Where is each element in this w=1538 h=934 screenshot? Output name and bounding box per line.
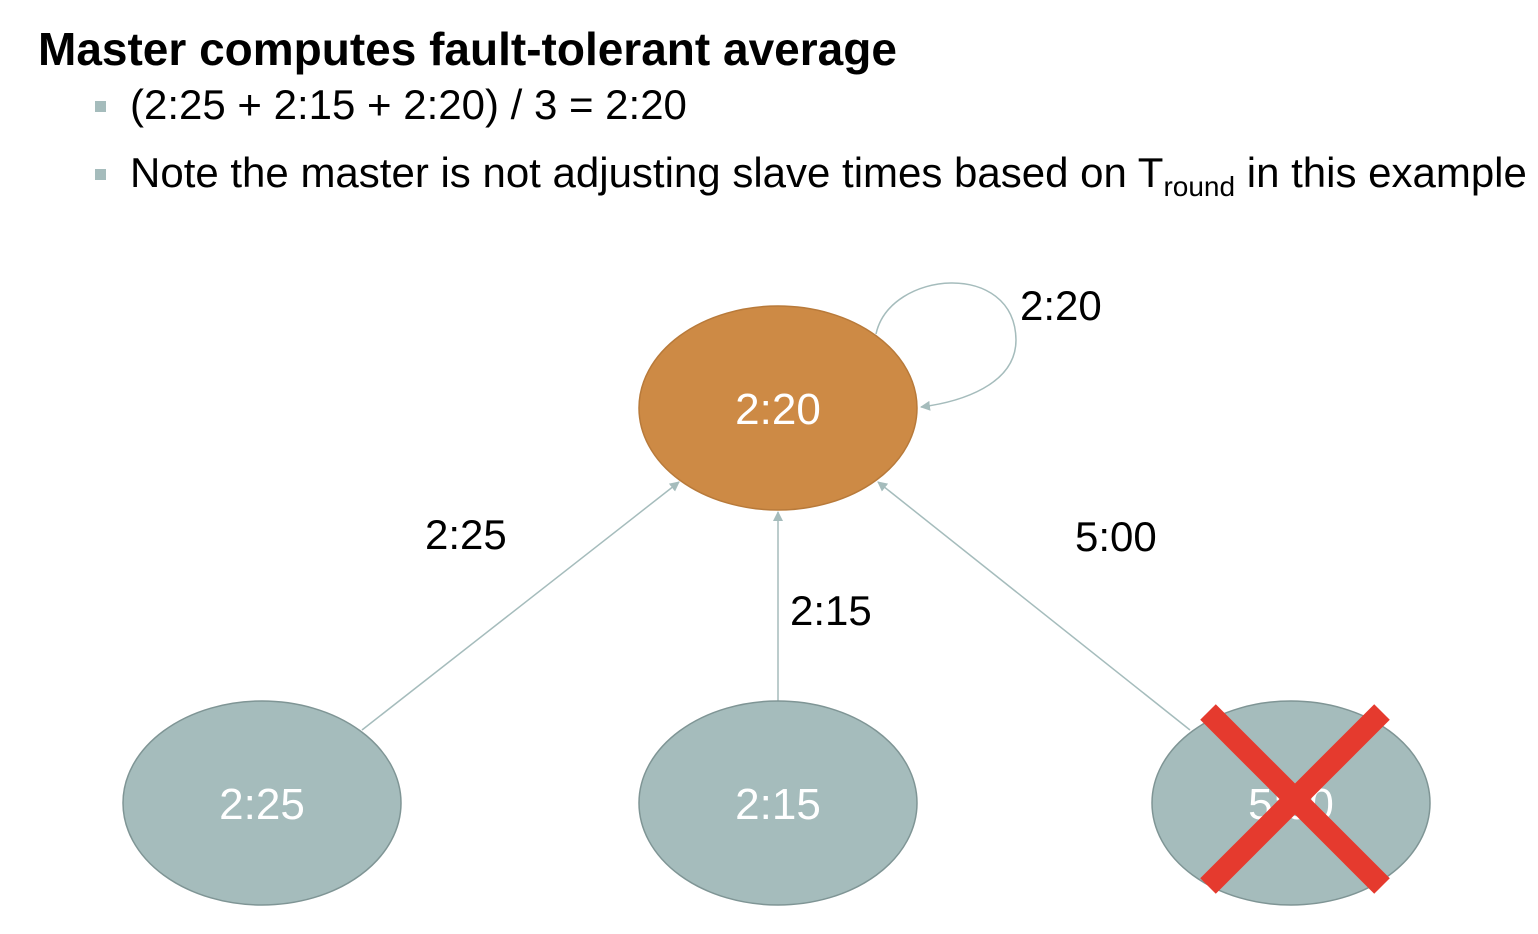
slave-node-middle: 2:15 bbox=[638, 700, 918, 906]
bullet-square-icon bbox=[95, 101, 106, 112]
red-cross-icon bbox=[1200, 704, 1390, 894]
edge-label-middle: 2:15 bbox=[790, 587, 872, 634]
bullet-item-average: (2:25 + 2:15 + 2:20) / 3 = 2:20 bbox=[95, 80, 1538, 130]
bullet-list: (2:25 + 2:15 + 2:20) / 3 = 2:20 Note the… bbox=[95, 80, 1538, 216]
master-node: 2:20 bbox=[638, 305, 918, 511]
note-text-start: Note the master is not adjusting slave t… bbox=[130, 149, 1164, 196]
slave-ellipse-left bbox=[122, 700, 402, 906]
self-loop-arrow bbox=[875, 282, 1017, 411]
slave-node-label-left: 2:25 bbox=[219, 780, 305, 829]
edge-label-left: 2:25 bbox=[425, 511, 507, 558]
slave-ellipse-middle bbox=[638, 700, 918, 906]
master-ellipse bbox=[638, 305, 918, 511]
bullet-square-icon bbox=[95, 169, 106, 180]
slave-node-label-middle: 2:15 bbox=[735, 780, 821, 829]
arrow-right-to-master bbox=[877, 481, 1191, 731]
edge-label-self-loop: 2:20 bbox=[1020, 282, 1102, 329]
bullet-item-note: Note the master is not adjusting slave t… bbox=[95, 148, 1538, 201]
edge-label-right: 5:00 bbox=[1075, 513, 1157, 560]
slave-node-right-faulty: 5:00 bbox=[1151, 700, 1431, 906]
cross-stroke-2 bbox=[1200, 704, 1390, 894]
note-text-end: in this example bbox=[1235, 149, 1527, 196]
arrow-left-to-master bbox=[361, 481, 680, 731]
slave-node-left: 2:25 bbox=[122, 700, 402, 906]
slide-title: Master computes fault-tolerant average bbox=[38, 23, 897, 75]
bullet-text-note: Note the master is not adjusting slave t… bbox=[130, 149, 1527, 201]
master-node-label: 2:20 bbox=[735, 385, 821, 434]
note-subscript: round bbox=[1163, 171, 1236, 202]
bullet-text-average: (2:25 + 2:15 + 2:20) / 3 = 2:20 bbox=[130, 81, 687, 128]
